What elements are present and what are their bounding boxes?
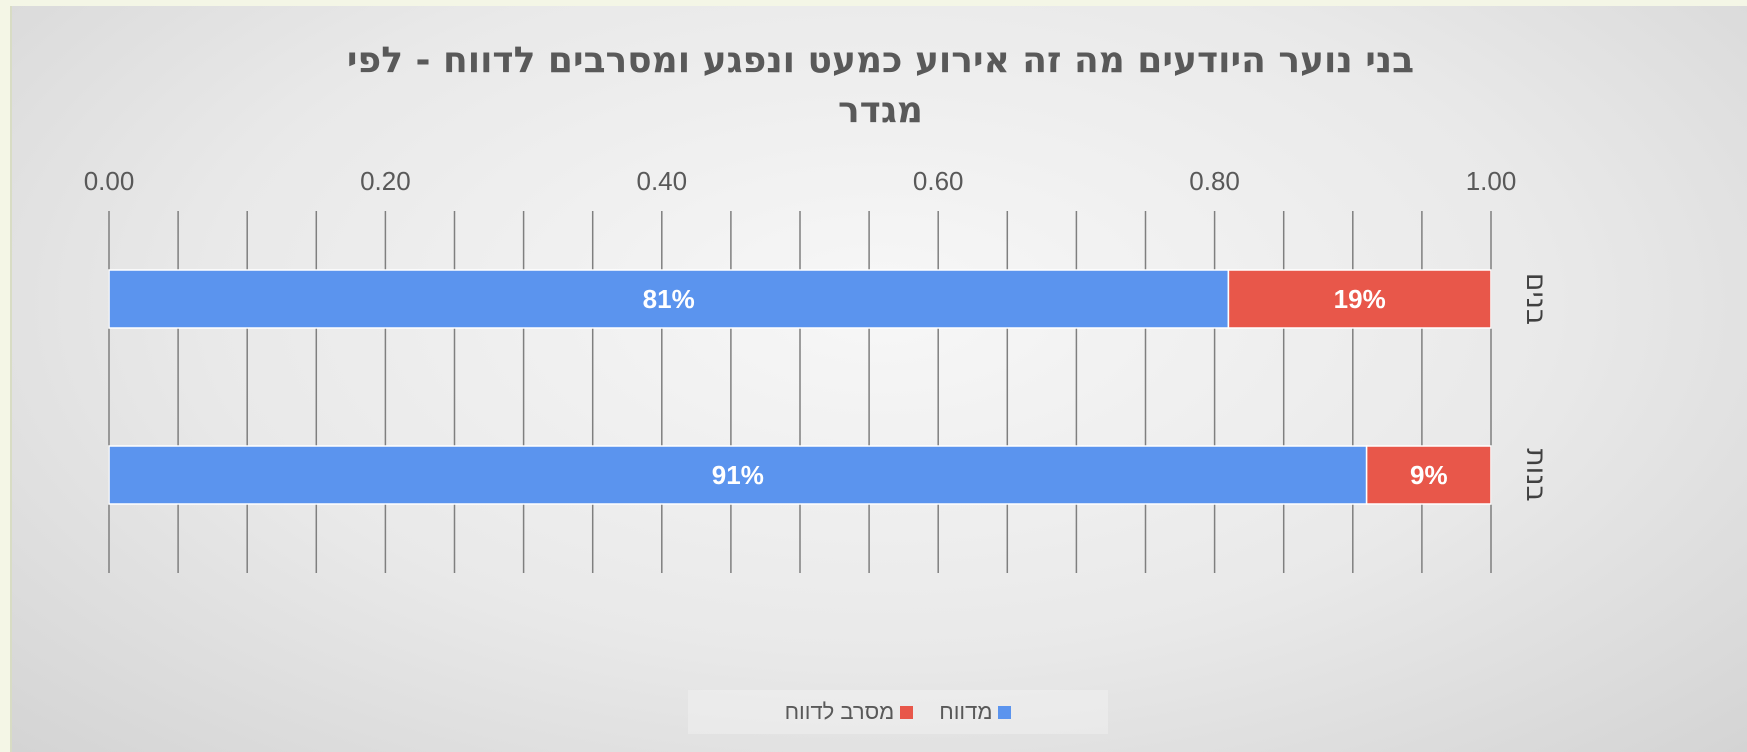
data-label: 81% [643, 284, 695, 314]
x-tick-label: 0.20 [360, 166, 411, 196]
legend-entry-refusing: מסרב לדווח [785, 699, 914, 725]
category-label: בנות [1520, 448, 1553, 501]
legend: מדווח מסרב לדווח [688, 690, 1108, 734]
bar-segment [108, 445, 1368, 505]
bar-chart: 0.00 0.20 0.40 0.60 0.80 1.00 81% 19% בנים 91% 9% ב… [84, 166, 1553, 573]
category-label: בנים [1520, 273, 1553, 325]
legend-label-reporting: מדווח [939, 699, 993, 724]
legend-entry-reporting: מדווח [939, 699, 1012, 725]
chart-title: בני נוער היודעים מה זה אירוע כמעט ונפגע … [12, 36, 1747, 136]
data-label: 91% [712, 460, 764, 490]
x-tick-label: 0.60 [913, 166, 964, 196]
x-tick-label: 0.00 [84, 166, 135, 196]
bar-segment [1227, 269, 1492, 329]
data-label: 9% [1410, 460, 1448, 490]
chart-title-line-1: בני נוער היודעים מה זה אירוע כמעט ונפגע … [346, 40, 1415, 81]
legend-swatch-reporting [998, 705, 1012, 719]
data-label: 19% [1334, 284, 1386, 314]
chart-title-line-2: מגדר [838, 90, 923, 131]
chart-area: בני נוער היודעים מה זה אירוע כמעט ונפגע … [10, 6, 1747, 752]
x-tick-label: 0.40 [636, 166, 687, 196]
legend-swatch-refusing [900, 705, 914, 719]
x-tick-label: 1.00 [1466, 166, 1517, 196]
legend-label-refusing: מסרב לדווח [784, 699, 895, 724]
bar-segment [1365, 445, 1492, 505]
x-tick-label: 0.80 [1189, 166, 1240, 196]
